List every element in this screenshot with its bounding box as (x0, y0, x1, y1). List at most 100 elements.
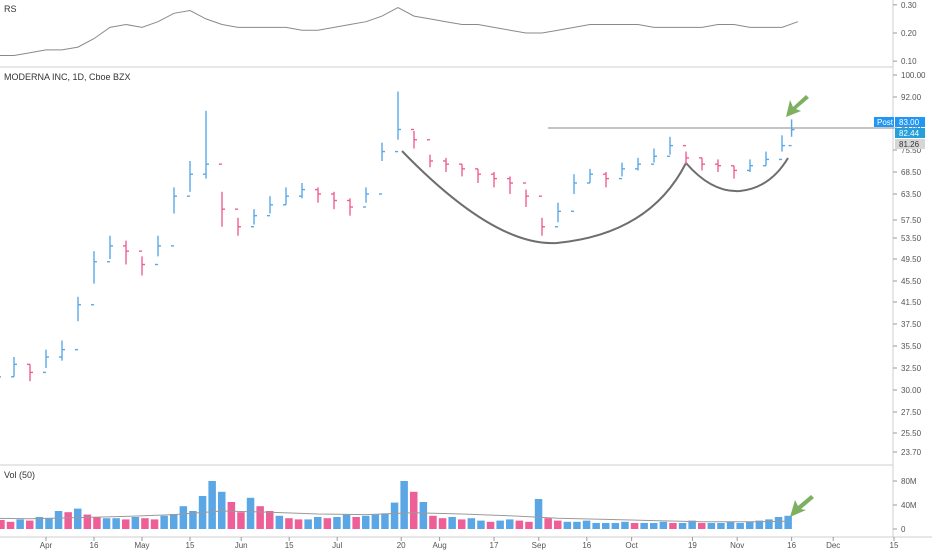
price-tick-label: 23.70 (901, 448, 922, 457)
volume-bar (333, 517, 341, 529)
price-tick-label: 41.50 (901, 298, 922, 307)
price-tag-box-1 (895, 128, 925, 138)
volume-bar (64, 512, 72, 529)
price-tick-label: 68.50 (901, 168, 922, 177)
volume-bar (83, 514, 92, 529)
volume-bar (170, 514, 178, 529)
volume-bar (16, 519, 24, 529)
volume-bar (381, 513, 389, 529)
volume-bar (573, 521, 581, 529)
price-bar (683, 144, 689, 165)
volume-bar (630, 523, 639, 529)
price-bar (0, 376, 1, 378)
price-bar (555, 202, 561, 228)
volume-bar (45, 518, 53, 529)
price-tick-label: 92.00 (901, 93, 922, 102)
price-bar (363, 187, 369, 208)
price-bar (571, 174, 577, 213)
volume-bar (602, 523, 610, 529)
volume-tick-label: 40M (901, 501, 917, 510)
price-bar (411, 128, 417, 149)
volume-bar (208, 481, 216, 529)
price-tick-label: 27.50 (901, 408, 922, 417)
volume-bar (525, 521, 533, 529)
time-tick-label: 16 (90, 541, 99, 550)
price-bars (0, 91, 795, 382)
volume-bar (419, 502, 428, 529)
volume-bar (621, 521, 629, 529)
time-tick-label: Jun (235, 541, 248, 550)
volume-bar (141, 518, 149, 529)
price-bar (395, 91, 401, 153)
price-bar (75, 296, 81, 351)
cup-pattern-curve (401, 150, 687, 245)
time-tick-label: 15 (285, 541, 294, 550)
volume-bar (122, 519, 130, 529)
time-tick-label: Sep (532, 541, 547, 550)
volume-axis-ticks: 80M 40M 0 (893, 477, 917, 534)
volume-bar (314, 517, 322, 529)
price-bar (699, 157, 705, 171)
price-tick-label: 53.50 (901, 234, 922, 243)
price-tag-box-2 (895, 139, 925, 149)
price-tick-label: 75.50 (901, 146, 922, 155)
volume-bar (179, 506, 188, 529)
price-tick-label: 49.50 (901, 255, 922, 264)
breakout-arrow-icon (786, 95, 809, 117)
price-bar (283, 187, 289, 206)
volume-bar (650, 523, 658, 529)
price-pane-title: MODERNA INC, 1D, Cboe BZX (4, 72, 131, 82)
volume-bar (26, 520, 34, 529)
price-bar (267, 196, 273, 217)
price-bar (59, 340, 65, 361)
time-axis-labels: Apr 16 May 15 Jun 15 Jul 20 Aug 17 Sep 16 Oct 19 Nov 16… (40, 537, 899, 550)
volume-bar (35, 517, 44, 529)
volume-bar (352, 517, 360, 529)
volume-bar (659, 521, 668, 529)
time-tick-label: Apr (40, 541, 53, 550)
time-tick-label: May (134, 541, 149, 550)
volume-bar (150, 519, 159, 529)
handle-pattern-curve (685, 157, 789, 193)
price-tick-label: 45.50 (901, 277, 922, 286)
price-bar (731, 165, 737, 179)
price-bar (587, 168, 593, 184)
volume-bar (707, 523, 716, 529)
price-bar (715, 159, 721, 172)
volume-bar (746, 521, 754, 529)
time-tick-label: 19 (688, 541, 697, 550)
price-bar (107, 235, 113, 263)
volume-bar (726, 521, 735, 529)
rs-series-line (0, 7, 799, 56)
price-axis-ticks: 100.00 92.00 83.00 75.50 68.50 63.50 57.50 53.5… (893, 71, 926, 457)
volume-bar (496, 520, 504, 529)
price-bar (219, 163, 225, 227)
price-tag-prev: 81.26 (895, 139, 925, 149)
volume-bar (237, 512, 245, 529)
volume-bar (390, 502, 399, 529)
rs-tick-label: 0.30 (901, 1, 917, 10)
volume-bar (400, 481, 408, 529)
volume-tick-label: 0 (901, 525, 906, 534)
volume-tick-label: 80M (901, 477, 917, 486)
volume-bar (611, 523, 620, 529)
time-tick-label: Jul (332, 541, 342, 550)
price-bar (603, 172, 609, 188)
volume-bar (765, 519, 773, 529)
volume-bar (506, 519, 514, 529)
price-tag-0: 83.00 (899, 118, 920, 127)
price-tick-label: 57.50 (901, 216, 922, 225)
time-tick-label: Nov (730, 541, 744, 550)
time-tick-label: Dec (826, 541, 840, 550)
price-bar (171, 187, 177, 247)
volume-bar (458, 519, 466, 529)
price-tick-label: 30.00 (901, 386, 922, 395)
volume-bar (688, 520, 696, 529)
volume-bar (515, 520, 524, 529)
rs-axis-ticks: 0.30 0.20 0.10 (893, 1, 917, 66)
price-bar (123, 240, 129, 265)
price-bar (747, 159, 753, 172)
price-bar (203, 110, 209, 179)
price-bar (315, 187, 321, 203)
